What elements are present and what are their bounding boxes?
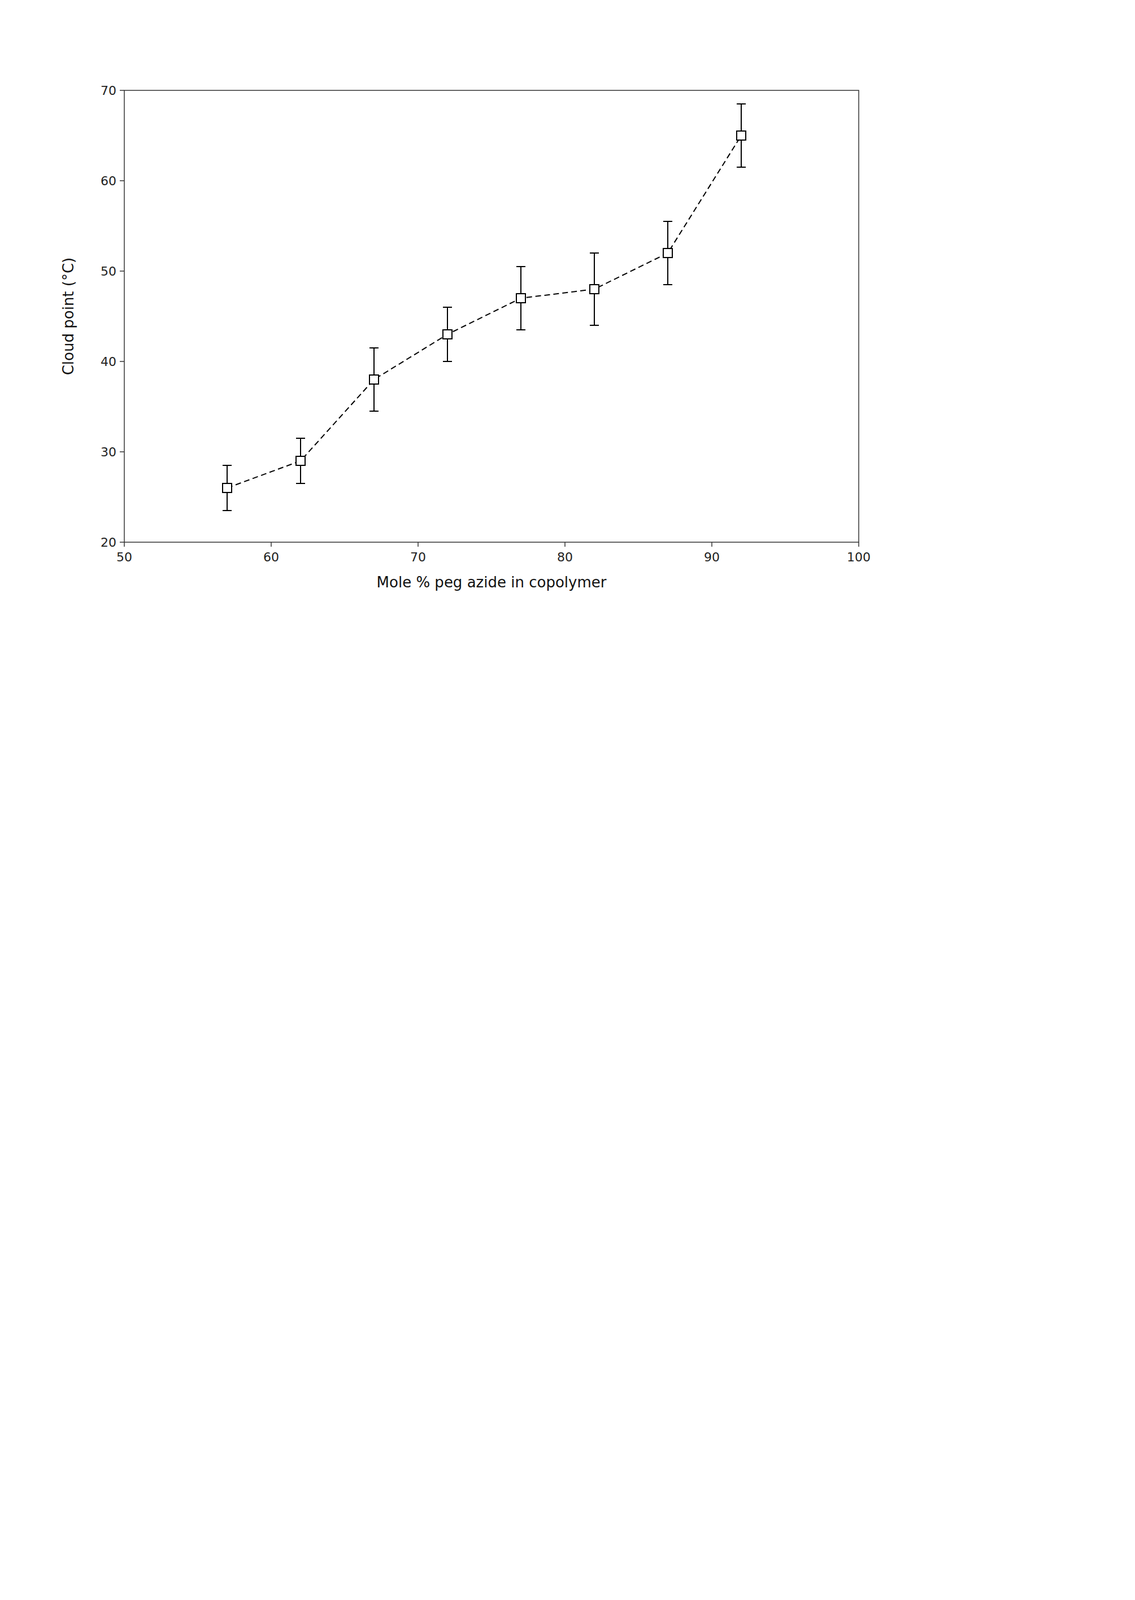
- x-tick-label: 100: [846, 550, 871, 565]
- error-bar-cap: [663, 220, 673, 223]
- error-bar: [222, 465, 232, 511]
- y-tick-label: 70: [100, 83, 117, 98]
- y-axis-label: Cloud point (°C): [59, 257, 77, 376]
- x-tick-label: 80: [557, 550, 573, 565]
- error-bar-cap: [589, 252, 599, 254]
- axes: 50 60 70 80 90 100 20 30 40 50 60 70: [100, 83, 871, 565]
- error-bar: [736, 103, 746, 168]
- error-bar-cap: [222, 464, 232, 467]
- y-tick-label: 30: [100, 445, 117, 460]
- error-bar: [296, 438, 306, 484]
- error-bar-cap: [222, 510, 232, 512]
- error-bar-cap: [663, 284, 673, 286]
- chart: 50 60 70 80 90 100 20 30 40 50 60 70 Mole % peg azid…: [0, 0, 1135, 1600]
- data-point: [296, 456, 306, 466]
- data-point: [369, 375, 379, 385]
- error-bar-cap: [296, 483, 306, 485]
- x-tick-label: 60: [263, 550, 280, 565]
- error-bar-cap: [442, 361, 452, 363]
- y-tick: [119, 89, 125, 91]
- error-bar-cap: [369, 347, 379, 349]
- x-tick: [123, 542, 125, 547]
- x-tick: [270, 542, 272, 547]
- error-bar: [516, 266, 526, 330]
- y-tick: [119, 270, 125, 272]
- y-tick-label: 50: [100, 264, 117, 279]
- error-bar: [589, 253, 599, 326]
- x-tick-label: 90: [703, 550, 720, 565]
- x-tick: [711, 542, 713, 547]
- error-bar: [442, 307, 452, 362]
- y-tick-label: 60: [100, 174, 117, 189]
- error-bar-cap: [516, 266, 526, 268]
- y-tick: [119, 451, 125, 453]
- x-tick: [564, 542, 566, 547]
- error-bar-cap: [442, 306, 452, 308]
- data-line: [227, 135, 742, 489]
- data-point: [736, 131, 746, 141]
- y-tick: [119, 361, 125, 363]
- x-tick: [858, 542, 860, 547]
- error-bar-cap: [516, 329, 526, 331]
- x-tick-label: 70: [410, 550, 426, 565]
- data-point: [663, 248, 673, 258]
- data-area: [222, 103, 746, 511]
- data-point: [222, 483, 232, 493]
- error-bar-cap: [296, 437, 306, 439]
- y-tick-label: 40: [100, 354, 117, 369]
- error-bar: [369, 348, 379, 412]
- error-bar-cap: [736, 103, 746, 105]
- error-bar-cap: [589, 324, 599, 326]
- y-tick: [119, 541, 125, 543]
- error-bar-cap: [736, 166, 746, 168]
- y-tick-label: 20: [100, 535, 117, 550]
- x-tick-label: 50: [116, 550, 133, 565]
- data-point: [516, 293, 526, 303]
- plot-frame: [124, 90, 859, 543]
- y-tick: [119, 180, 125, 182]
- error-bar: [663, 221, 673, 285]
- data-point: [589, 284, 599, 294]
- x-tick: [417, 542, 419, 547]
- error-bar-cap: [369, 410, 379, 412]
- x-axis-label: Mole % peg azide in copolymer: [376, 573, 607, 591]
- data-point: [442, 329, 452, 339]
